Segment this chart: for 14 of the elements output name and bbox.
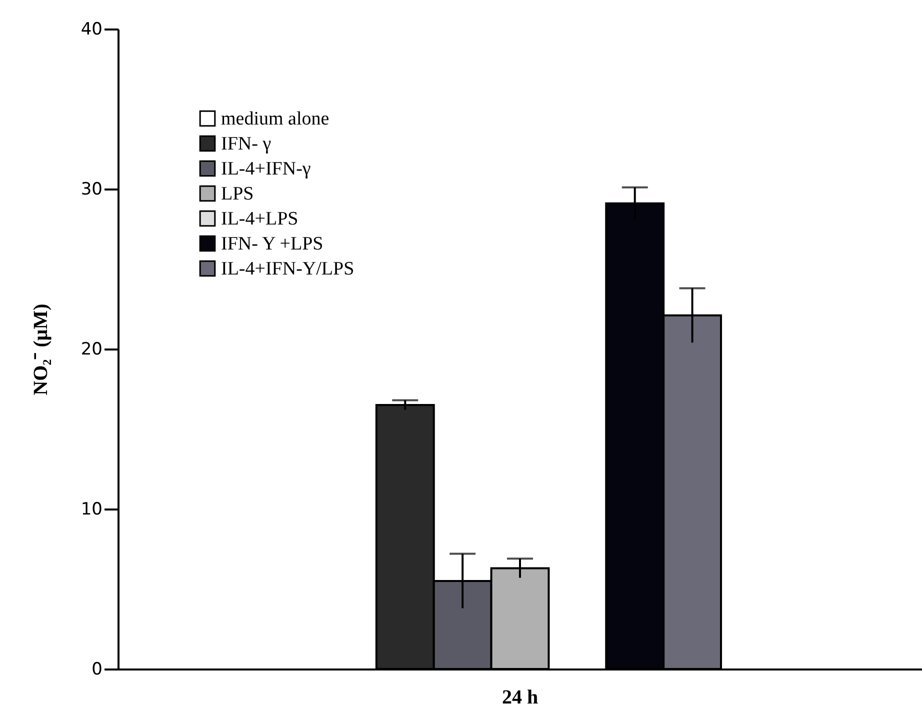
legend-label: IL-4+IFN-Y/LPS [221, 258, 354, 280]
y-tick-label: 30 [80, 180, 102, 200]
legend-label: medium alone [221, 108, 330, 130]
legend-label: LPS [221, 184, 254, 204]
y-tick-label: 0 [92, 660, 102, 680]
legend-label: IL-4+IFN-γ [221, 158, 311, 180]
y-axis-title: NO₂⁻ (μM) [30, 304, 52, 396]
y-tick-label: 20 [80, 340, 102, 360]
x-tick-label: 24 h [502, 686, 538, 708]
legend-label: IL-4+LPS [221, 208, 298, 230]
y-tick-label: 40 [80, 20, 102, 40]
legend-label: IFN- Y +LPS [221, 234, 324, 254]
legend-label: IFN- γ [221, 134, 272, 154]
y-tick-label: 10 [80, 500, 102, 520]
